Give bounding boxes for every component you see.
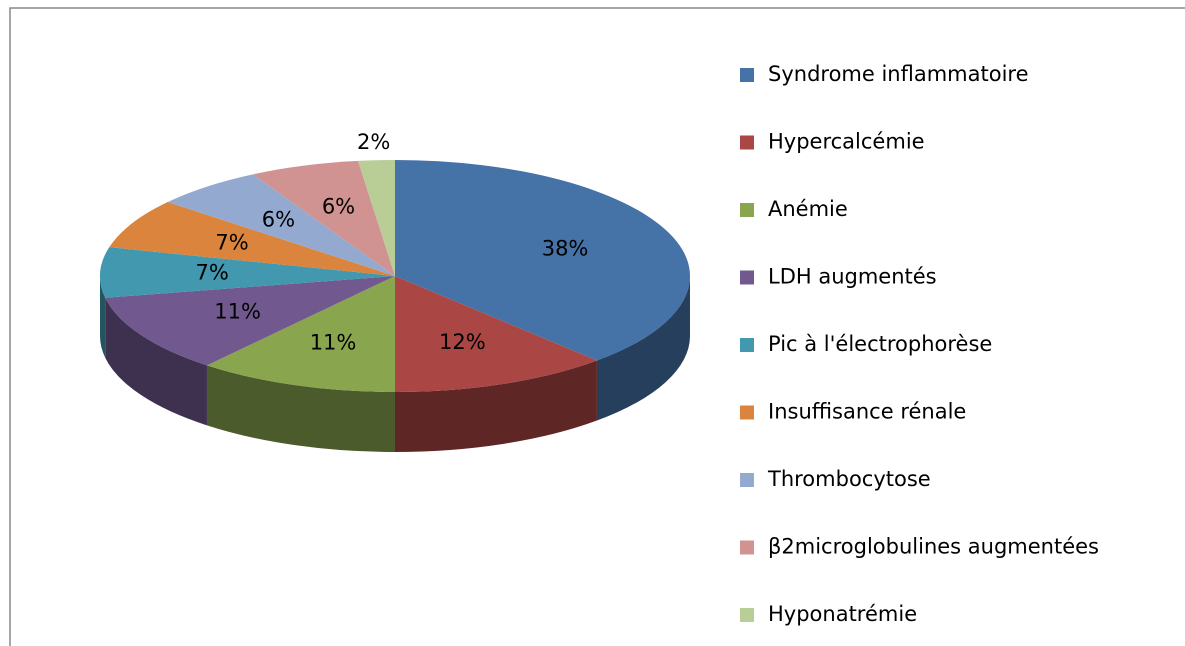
legend-swatch [740,135,754,150]
data-label: 12% [439,330,486,354]
legend-label: Thrombocytose [767,467,931,491]
legend-swatch [740,338,754,352]
legend-swatch [740,270,754,285]
data-label: 38% [542,237,589,261]
legend-label: Insuffisance rénale [768,400,966,424]
legend-swatch [740,405,754,420]
legend-swatch [740,203,754,217]
data-label: 11% [214,300,261,324]
data-label: 7% [196,261,229,285]
legend-label: Anémie [768,197,848,221]
legend-swatch [740,540,754,555]
pie-slice [100,247,395,298]
legend-swatch [740,473,754,487]
legend-label: Hyponatrémie [768,602,917,626]
legend-label: β2microglobulines augmentées [768,535,1099,559]
pie-slice [105,276,396,366]
data-label: 7% [215,230,248,254]
pie-slice [109,202,395,276]
pie-slice [358,160,395,276]
legend-label: Pic à l'électrophorèse [768,332,992,356]
legend-label: LDH augmentés [768,265,937,289]
pie-slice [167,174,395,276]
data-label: 6% [322,195,355,219]
data-label: 6% [262,208,295,232]
pie-side [395,360,597,452]
pie-side [100,276,106,358]
pie-slice [395,160,690,361]
data-label: 11% [310,331,357,355]
pie-slice [206,276,395,392]
data-label: 2% [357,130,390,154]
pie-side [206,365,395,452]
pie-slice [252,160,395,276]
pie-side [596,276,690,421]
legend-label: Hypercalcémie [768,130,925,154]
pie-slice [395,276,597,392]
chart-frame [9,7,1185,646]
legend-swatch [740,608,754,622]
pie-side [105,297,207,426]
legend-label: Syndrome inflammatoire [768,62,1029,86]
legend-swatch [740,68,754,82]
